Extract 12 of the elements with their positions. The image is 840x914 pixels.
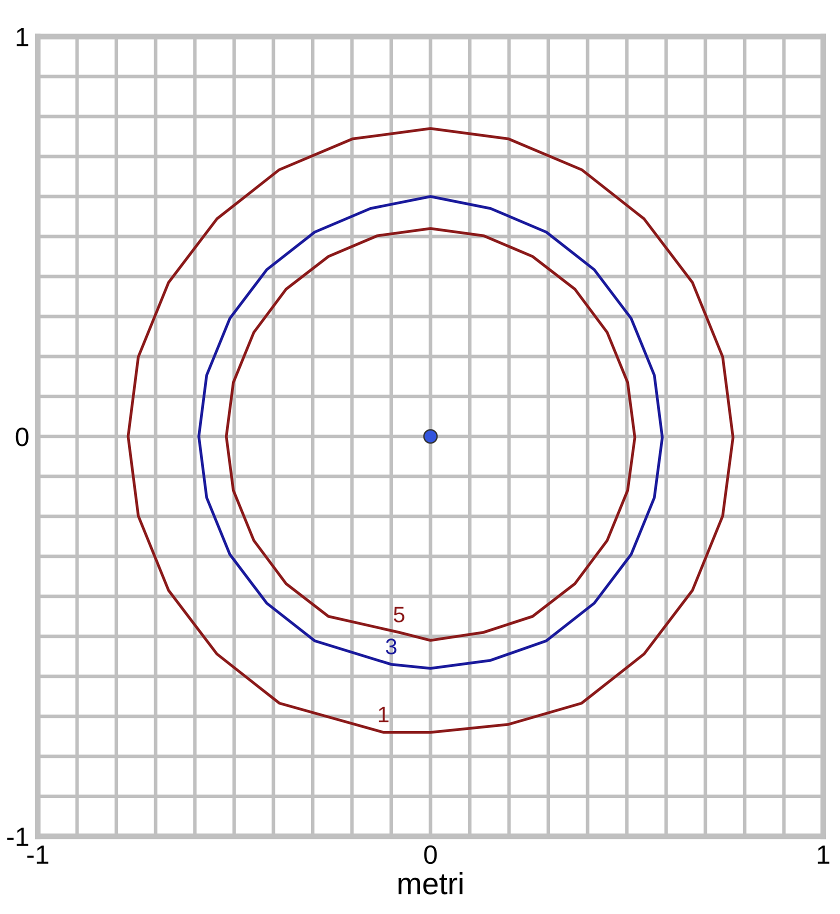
y-tick-label: 1 [16,28,28,46]
y-tick-label: -1 [7,828,28,846]
series-label: 1 [378,706,388,722]
series-label: 5 [394,606,404,622]
series-label: 3 [386,638,396,654]
x-tick-label: 1 [818,846,830,864]
x-axis-title: metri [398,872,462,894]
x-tick-label: 0 [424,845,437,864]
line-series [126,127,734,734]
y-tick-label: 0 [16,428,28,446]
line-series [197,195,664,670]
x-tick-label: -1 [27,846,48,864]
